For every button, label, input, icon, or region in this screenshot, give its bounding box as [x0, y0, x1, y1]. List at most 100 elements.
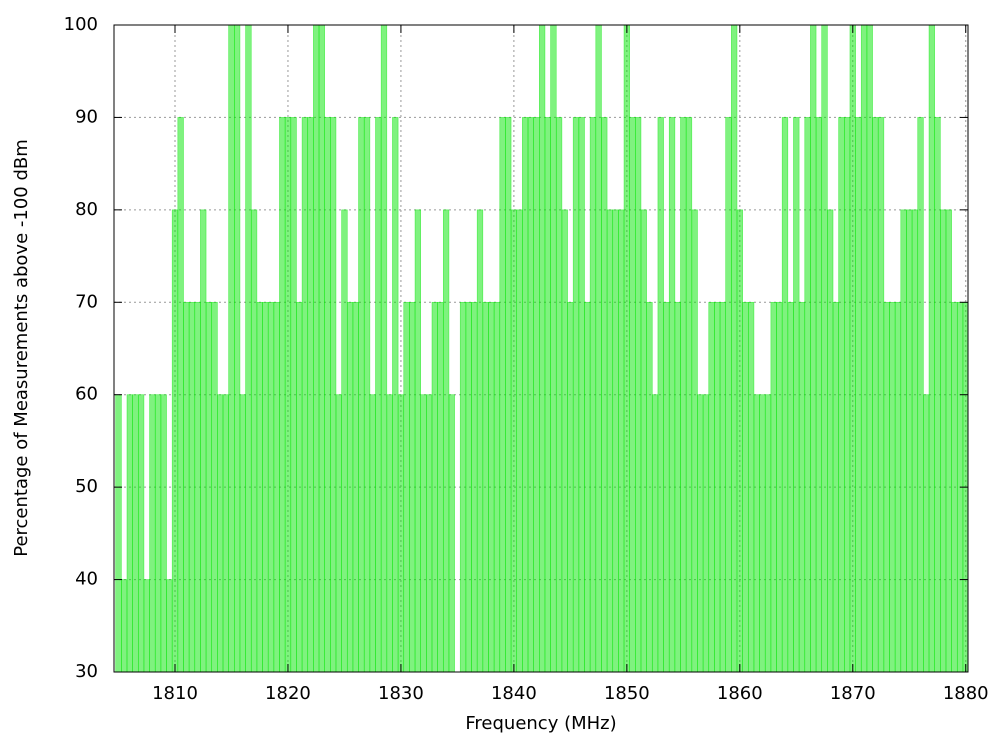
y-tick-label: 60	[75, 384, 98, 405]
bar	[200, 209, 207, 673]
bar	[894, 301, 902, 673]
bar	[154, 394, 162, 673]
bar	[386, 394, 393, 673]
bar	[115, 394, 122, 673]
bar	[307, 117, 314, 673]
bar	[527, 117, 534, 673]
bar	[121, 579, 128, 673]
y-tick-label: 40	[75, 569, 98, 590]
bar	[313, 24, 320, 673]
bar	[228, 24, 235, 673]
bar	[409, 301, 416, 673]
bar	[284, 117, 292, 673]
bar	[764, 394, 772, 673]
bar	[256, 301, 263, 673]
bar	[369, 394, 376, 673]
bar	[601, 117, 608, 673]
bar	[589, 117, 597, 673]
bar	[250, 209, 258, 673]
bar	[533, 117, 540, 673]
bar	[493, 301, 501, 673]
bar	[572, 117, 580, 673]
bar	[940, 209, 947, 673]
bar	[657, 117, 664, 673]
bar	[702, 394, 710, 673]
bar	[488, 301, 495, 673]
bar	[363, 117, 371, 673]
bar	[708, 301, 715, 673]
bar	[324, 117, 331, 673]
bar	[906, 209, 913, 673]
bar	[183, 301, 190, 673]
bar	[872, 117, 879, 673]
plot-frame	[113, 24, 969, 673]
bar	[646, 301, 653, 673]
bar	[426, 394, 433, 673]
bar	[951, 301, 958, 673]
bar	[358, 117, 365, 673]
bar	[629, 117, 636, 673]
bar	[420, 394, 427, 673]
x-tick-label: 1840	[491, 683, 537, 704]
bar	[731, 24, 738, 673]
bar	[132, 394, 139, 673]
bar	[273, 301, 280, 673]
bar	[770, 301, 777, 673]
x-tick-label: 1820	[265, 683, 311, 704]
bar	[584, 301, 591, 673]
bar	[578, 117, 585, 673]
bar	[335, 394, 342, 673]
bar	[810, 24, 817, 673]
bar	[380, 24, 388, 673]
bar	[934, 117, 941, 673]
bar	[719, 301, 726, 673]
bar	[267, 301, 275, 673]
bar	[126, 394, 133, 673]
bar	[346, 301, 354, 673]
bar	[866, 24, 873, 673]
y-tick-label: 100	[64, 14, 98, 35]
bar	[188, 301, 196, 673]
bar	[821, 24, 828, 673]
bar	[234, 24, 241, 673]
bar	[550, 24, 557, 673]
bar	[759, 394, 766, 673]
bar	[166, 579, 173, 673]
bar	[459, 301, 467, 673]
bar	[510, 209, 518, 673]
bar	[832, 301, 839, 673]
y-tick-label: 80	[75, 199, 98, 220]
bar	[674, 301, 681, 673]
bar	[171, 209, 179, 673]
bar	[482, 301, 489, 673]
bar	[798, 301, 806, 673]
y-tick-label: 50	[75, 476, 98, 497]
bar	[900, 209, 907, 673]
bar	[855, 117, 862, 673]
bar	[239, 394, 246, 673]
bar	[663, 301, 670, 673]
bar	[736, 209, 743, 673]
bar	[691, 209, 698, 673]
bar	[945, 209, 952, 673]
bar	[714, 301, 721, 673]
bar	[499, 117, 506, 673]
bar	[290, 117, 297, 673]
bar	[883, 301, 890, 673]
bar	[680, 117, 687, 673]
bar	[392, 117, 399, 673]
bar	[211, 301, 218, 673]
bar	[787, 301, 794, 673]
bar	[522, 117, 529, 673]
bar	[375, 117, 382, 673]
bar	[301, 117, 309, 673]
bar	[149, 394, 156, 673]
bar	[860, 24, 868, 673]
bar	[330, 117, 337, 673]
x-tick-label: 1810	[152, 683, 198, 704]
bar	[194, 301, 201, 673]
bar	[476, 209, 484, 673]
bar	[685, 117, 693, 673]
bar	[397, 394, 405, 673]
